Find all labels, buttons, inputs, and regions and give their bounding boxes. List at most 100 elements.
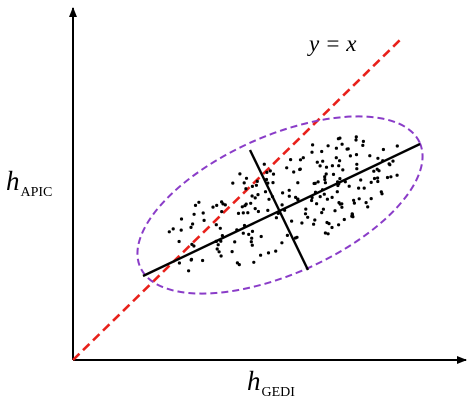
scatter-point [287,188,291,192]
scatter-point [250,194,254,198]
scatter-point [368,154,372,158]
scatter-point [359,178,363,182]
scatter-point [268,169,272,173]
scatter-point [177,239,181,244]
scatter-point [325,197,329,201]
scatter-point [189,225,193,229]
scatter-point [249,201,253,205]
scatter-point [171,227,175,231]
scatter-point [381,147,385,152]
scatter-point [326,144,330,148]
scatter-point [189,258,193,262]
scatter-point [313,190,318,194]
scatter-point [298,167,302,171]
scatter-point [220,210,224,214]
scatter-point [326,232,330,236]
scatter-point [338,177,342,181]
scatter-point [274,216,278,220]
scatter-point [340,205,344,209]
scatter-point [333,209,337,213]
scatter-point [395,144,399,148]
scatter-point [242,181,246,185]
scatter-point [215,247,219,251]
scatter-point [255,179,259,183]
scatter-point [244,187,248,191]
scatter-point [254,183,258,187]
scatter-point [296,181,300,185]
scatter-point [338,159,342,163]
scatter-point [249,240,253,244]
scatter-point [244,176,249,180]
scatter-point [316,180,320,184]
scatter-point [223,203,227,207]
confidence-ellipse [136,115,424,295]
scatter-point [310,198,314,203]
identity-line-y-equals-x [72,37,403,361]
scatter-point [215,203,219,207]
scatter-point [256,193,260,197]
scatter-point [321,159,325,163]
scatter-point [338,202,342,206]
scatter-point [304,207,308,211]
scatter-point [289,158,293,162]
scatter-point [330,225,334,230]
scatter-point [318,195,322,199]
scatter-point [300,221,304,225]
scatter-point [310,150,314,154]
scatter-point [354,153,359,157]
scatter-point [241,211,245,215]
scatter-point [366,205,370,209]
scatter-point [354,138,358,142]
scatter-point [331,172,336,176]
scatter-point [361,143,365,147]
scatter-point [214,223,218,227]
scatter-point [233,240,237,244]
scatter-point [325,220,329,225]
scatter-point [348,154,352,158]
scatter-point [179,228,183,232]
scatter-point [376,176,380,180]
scatter-point [323,181,327,185]
scatter-point [274,249,278,253]
scatter-point [320,211,324,215]
scatter-point [264,177,269,182]
scatter-point [342,217,346,222]
scatter-point [219,254,223,258]
scatter-point [238,172,242,176]
scatter-point [334,156,338,160]
scatter-point [271,172,276,176]
scatter-point [335,190,339,194]
scatter-point [336,183,340,188]
scatter-point [191,222,195,226]
scatter-point [283,208,287,212]
scatter-point [381,159,385,163]
scatter-point [376,179,380,184]
scatter-point [253,207,257,211]
scatter-point [237,263,241,267]
scatter-point [369,180,373,184]
scatter-point [256,209,260,214]
scatter-point [324,165,329,169]
scatter-point [280,203,284,207]
scatter-point [337,164,341,168]
scatter-point [236,211,241,215]
scatter-point [262,162,266,166]
scatter-point [311,143,315,147]
scatter-point [266,251,271,255]
scatter-point [323,175,327,179]
scatter-point [241,231,245,235]
scatter-point [242,223,247,228]
scatter-point [270,195,275,199]
scatter-point [385,175,390,180]
scatter-point [336,180,340,184]
scatter-point [179,217,184,221]
scatter-point [352,198,356,202]
scatter-point [357,197,361,201]
scatter-point [293,236,298,240]
scatter-point [306,215,310,219]
scatter-point [252,260,256,264]
scatter-point [218,226,222,230]
scatter-point [231,181,235,185]
scatter-point [301,156,305,160]
scatter-point [298,158,303,162]
